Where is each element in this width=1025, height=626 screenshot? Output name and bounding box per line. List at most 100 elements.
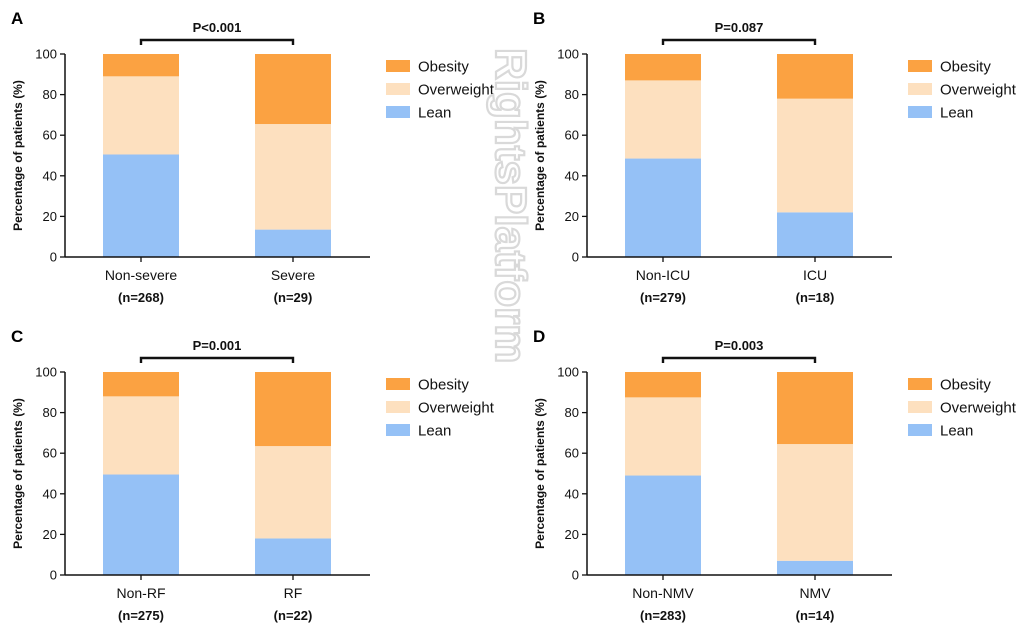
bar-segment-lean [777,560,853,575]
y-tick-label: 40 [565,486,579,501]
y-tick-label: 100 [35,47,57,62]
panel-a: A Percentage of patients (%) Non-severe (n=… [11,9,495,305]
y-tick-label: 80 [565,405,579,420]
y-tick-label: 60 [565,128,579,143]
legend-label-lean: Lean [418,423,451,440]
bar-segment-overweight [625,80,701,159]
watermark-text: RightsPlatform [486,48,535,363]
panel-letter: A [11,9,23,28]
bar-segment-overweight [625,397,701,476]
y-tick-label: 0 [50,250,57,265]
y-tick-label: 0 [50,568,57,583]
bar-segment-lean [103,154,179,257]
bar-segment-overweight [777,98,853,213]
legend-swatch-overweight [908,401,932,413]
p-value-label: P<0.001 [193,20,242,35]
y-axis-label: Percentage of patients (%) [533,80,547,231]
legend-label-overweight: Overweight [418,400,495,417]
bar-segment-overweight [103,76,179,155]
panel-letter: D [533,327,545,346]
sample-size-label: (n=18) [796,290,835,305]
y-tick-label: 20 [565,527,579,542]
y-tick-label: 80 [43,87,57,102]
panel-c: C Percentage of patients (%) Non-RF (n=275)… [11,327,495,623]
bar-segment-lean [255,538,331,575]
y-tick-label: 60 [565,446,579,461]
legend-label-lean: Lean [418,105,451,122]
bar-segment-obesity [625,54,701,81]
x-tick-label: Severe [271,267,316,283]
legend-swatch-obesity [386,60,410,72]
p-value-label: P=0.001 [193,338,242,353]
y-tick-label: 40 [565,168,579,183]
sample-size-label: (n=14) [796,608,835,623]
bar-segment-obesity [103,54,179,77]
significance-bracket [661,38,817,45]
legend-label-obesity: Obesity [418,59,469,76]
y-tick-label: 100 [557,365,579,380]
legend-label-obesity: Obesity [418,377,469,394]
y-tick-label: 100 [557,47,579,62]
y-tick-label: 0 [572,250,579,265]
bar-segment-obesity [777,372,853,445]
y-tick-label: 60 [43,446,57,461]
panel-d: D Percentage of patients (%) Non-NMV (n=283… [533,327,1017,623]
panel-letter: C [11,327,23,346]
bar-segment-lean [777,212,853,257]
sample-size-label: (n=22) [274,608,313,623]
bar-segment-obesity [255,372,331,447]
sample-size-label: (n=29) [274,290,313,305]
bar-segment-lean [625,158,701,257]
legend-label-lean: Lean [940,105,973,122]
p-value-label: P=0.003 [715,338,764,353]
legend-label-obesity: Obesity [940,377,991,394]
y-tick-label: 100 [35,365,57,380]
bar-segment-overweight [103,396,179,475]
panel-letter: B [533,9,545,28]
y-tick-label: 20 [43,209,57,224]
legend-swatch-obesity [908,378,932,390]
x-tick-label: Non-ICU [636,267,690,283]
p-value-label: P=0.087 [715,20,764,35]
significance-bracket [139,38,295,45]
y-tick-label: 20 [565,209,579,224]
bar-segment-lean [255,229,331,257]
bar-segment-lean [103,474,179,575]
legend-swatch-lean [386,106,410,118]
y-tick-label: 20 [43,527,57,542]
y-tick-label: 80 [565,87,579,102]
x-tick-label: ICU [803,267,827,283]
legend-swatch-overweight [386,401,410,413]
bar-segment-lean [625,475,701,575]
legend-label-overweight: Overweight [418,82,495,99]
sample-size-label: (n=279) [640,290,686,305]
y-tick-label: 60 [43,128,57,143]
legend-label-obesity: Obesity [940,59,991,76]
y-tick-label: 0 [572,568,579,583]
legend-swatch-overweight [386,83,410,95]
y-axis-label: Percentage of patients (%) [533,398,547,549]
bar-segment-overweight [255,124,331,230]
legend-label-overweight: Overweight [940,82,1017,99]
bar-segment-overweight [777,444,853,561]
y-tick-label: 40 [43,168,57,183]
y-axis-label: Percentage of patients (%) [11,80,25,231]
legend-swatch-obesity [908,60,932,72]
bar-segment-overweight [255,446,331,539]
legend-label-lean: Lean [940,423,973,440]
legend-swatch-lean [386,424,410,436]
bar-segment-obesity [103,372,179,397]
significance-bracket [661,356,817,363]
legend-swatch-lean [908,106,932,118]
x-tick-label: Non-severe [105,267,178,283]
legend-swatch-overweight [908,83,932,95]
x-tick-label: Non-NMV [632,585,694,601]
legend-swatch-lean [908,424,932,436]
sample-size-label: (n=283) [640,608,686,623]
sample-size-label: (n=268) [118,290,164,305]
y-tick-label: 80 [43,405,57,420]
panel-b: B Percentage of patients (%) Non-ICU (n=279… [533,9,1017,305]
y-axis-label: Percentage of patients (%) [11,398,25,549]
sample-size-label: (n=275) [118,608,164,623]
